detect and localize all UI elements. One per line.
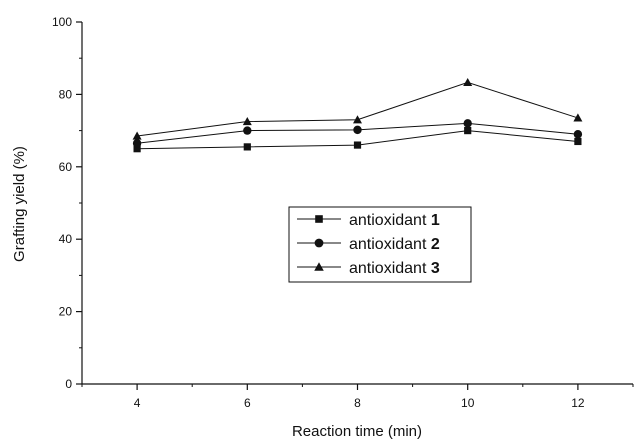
plot-frame (81, 22, 633, 385)
legend-item: antioxidant 1 (297, 212, 440, 229)
legend-label: antioxidant 3 (349, 260, 440, 277)
legend-name: antioxidant (349, 212, 431, 229)
y-axis-label: Grafting yield (%) (11, 146, 28, 262)
triangle-marker (573, 113, 583, 122)
circle-marker (243, 126, 252, 135)
triangle-marker (353, 115, 362, 124)
x-axis-label: Reaction time (min) (292, 423, 422, 440)
circle-marker (463, 119, 472, 128)
series-antioxidant-2 (132, 119, 583, 148)
legend-item: antioxidant 3 (297, 260, 440, 277)
y-axis-ticks: 0 20 40 60 80 100 (52, 15, 82, 391)
triangle-marker (132, 131, 142, 140)
legend-number: 2 (431, 236, 440, 253)
legend-label: antioxidant 2 (349, 236, 440, 253)
x-tick-label: 6 (244, 396, 251, 410)
square-marker (315, 215, 323, 223)
square-marker (574, 137, 582, 146)
square-marker (133, 145, 141, 153)
triangle-marker (314, 262, 324, 271)
square-marker (464, 127, 472, 135)
y-tick-label: 60 (59, 160, 73, 174)
y-tick-label: 0 (65, 377, 72, 391)
legend-number: 3 (431, 260, 440, 277)
legend-label: antioxidant 1 (349, 212, 440, 229)
y-tick-label: 80 (59, 87, 73, 101)
series-group (132, 77, 583, 153)
square-marker (353, 141, 362, 149)
series-antioxidant-3 (132, 77, 583, 140)
triangle-marker (242, 117, 252, 126)
legend-name: antioxidant (349, 236, 431, 253)
circle-marker (314, 238, 324, 248)
square-marker (243, 143, 251, 151)
triangle-marker (463, 77, 473, 87)
circle-marker (353, 125, 362, 135)
series-antioxidant-1 (133, 127, 582, 153)
x-axis-ticks: 4 6 8 10 12 (81, 384, 634, 410)
legend-name: antioxidant (349, 260, 431, 277)
x-tick-label: 12 (571, 396, 585, 410)
y-tick-label: 20 (59, 305, 73, 319)
x-tick-label: 10 (461, 396, 475, 410)
y-tick-label: 100 (52, 15, 72, 29)
legend-item: antioxidant 2 (297, 236, 440, 253)
y-tick-label: 40 (59, 232, 73, 246)
circle-marker (573, 130, 583, 139)
legend-number: 1 (431, 212, 440, 229)
x-tick-label: 8 (354, 396, 361, 410)
x-tick-label: 4 (134, 396, 141, 410)
circle-marker (132, 139, 142, 148)
